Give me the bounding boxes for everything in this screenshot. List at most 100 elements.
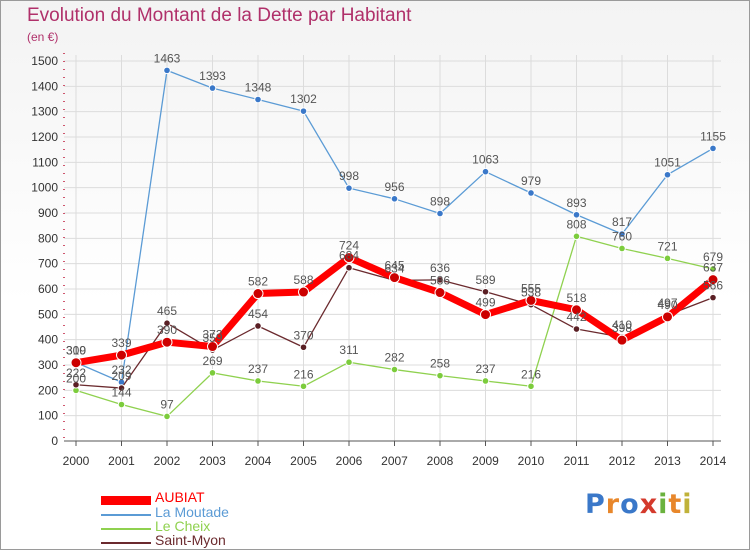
chart-title: Evolution du Montant de la Dette par Hab…	[27, 5, 412, 26]
x-tick-label: 2005	[290, 454, 317, 468]
y-tick-label: 500	[38, 307, 58, 321]
data-label: 237	[248, 362, 268, 376]
x-tick-label: 2006	[336, 454, 363, 468]
y-tick-label: 700	[38, 257, 58, 271]
data-label: 679	[703, 250, 723, 264]
data-label: 1348	[245, 81, 272, 95]
x-tick-label: 2008	[427, 454, 454, 468]
data-point	[525, 294, 537, 306]
data-label: 490	[657, 298, 677, 312]
legend-label: Le Cheix	[155, 518, 211, 534]
legend-swatch	[101, 528, 151, 530]
data-label: 370	[293, 328, 313, 342]
data-point	[72, 380, 80, 389]
data-point	[572, 325, 581, 333]
data-point	[254, 377, 262, 385]
data-point	[345, 263, 353, 272]
data-point	[436, 209, 444, 218]
x-tick-label: 2001	[108, 454, 135, 468]
data-label: 555	[521, 281, 541, 295]
y-tick-label: 300	[38, 358, 58, 372]
data-point	[117, 400, 126, 409]
data-label: 339	[111, 336, 131, 350]
data-label: 499	[475, 296, 495, 310]
data-label: 237	[475, 362, 495, 376]
data-label: 636	[430, 261, 450, 275]
data-point	[345, 184, 353, 192]
data-point	[618, 230, 626, 238]
legend-label: Saint-Myon	[155, 532, 226, 548]
y-tick-label: 1300	[31, 105, 58, 119]
data-point	[434, 287, 446, 299]
data-point	[707, 274, 719, 286]
x-tick-label: 2012	[609, 454, 636, 468]
data-label: 97	[160, 397, 174, 411]
data-label: 634	[384, 261, 404, 275]
data-label: 216	[521, 367, 541, 381]
data-point	[161, 336, 173, 348]
y-tick-label: 0	[51, 434, 58, 448]
data-label: 893	[566, 196, 586, 210]
data-point	[208, 84, 217, 92]
data-point	[252, 288, 264, 300]
logo-letter: t	[668, 489, 683, 520]
y-tick-label: 100	[38, 409, 58, 423]
data-point	[345, 358, 353, 367]
data-label: 538	[521, 286, 541, 300]
x-tick-label: 2013	[654, 454, 681, 468]
data-label: 998	[339, 169, 359, 183]
y-tick-label: 600	[38, 282, 58, 296]
data-label: 232	[111, 363, 131, 377]
data-point	[663, 170, 672, 179]
data-point	[207, 341, 218, 353]
data-label: 956	[384, 180, 404, 194]
data-label: 566	[703, 279, 723, 293]
y-tick-label: 1200	[31, 130, 58, 144]
data-point	[709, 293, 717, 302]
y-tick-label: 1500	[31, 54, 58, 68]
data-label: 582	[248, 275, 268, 289]
data-point	[662, 311, 673, 323]
data-point	[709, 265, 717, 273]
data-point	[389, 272, 400, 284]
x-tick-label: 2004	[245, 454, 272, 468]
data-label: 497	[657, 296, 677, 310]
data-label: 410	[612, 318, 632, 332]
logo-letter: r	[605, 489, 621, 520]
data-point	[299, 343, 308, 352]
data-point	[481, 167, 490, 176]
x-tick-label: 2011	[564, 454, 590, 468]
y-tick-label: 400	[38, 333, 58, 347]
data-point	[709, 144, 717, 153]
data-label: 398	[612, 321, 632, 335]
data-label: 454	[248, 307, 268, 321]
data-point	[298, 286, 309, 298]
data-label: 311	[339, 343, 358, 357]
data-label: 808	[566, 217, 586, 231]
proxiti-logo: Proxiti	[585, 489, 693, 520]
data-point	[163, 319, 171, 328]
data-label: 1393	[199, 69, 226, 83]
logo-letter: i	[658, 489, 669, 520]
data-label: 1063	[472, 153, 499, 167]
data-point	[616, 334, 628, 346]
data-point	[343, 252, 355, 264]
data-label: 684	[339, 249, 359, 263]
data-point	[436, 276, 444, 284]
legend-label: AUBIAT	[155, 489, 205, 505]
data-label: 1463	[154, 51, 181, 65]
data-point	[117, 384, 126, 392]
data-label: 282	[384, 351, 404, 365]
data-point	[572, 232, 581, 241]
logo-letter: o	[620, 489, 640, 520]
data-point	[663, 254, 672, 263]
data-label: 588	[293, 273, 313, 287]
logo-letter: i	[682, 489, 693, 520]
y-tick-label: 1000	[31, 181, 58, 195]
data-point	[481, 377, 490, 385]
data-label: 200	[66, 371, 86, 385]
y-tick-label: 1400	[31, 79, 58, 93]
logo-letter: P	[585, 489, 606, 520]
data-label: 269	[202, 354, 222, 368]
